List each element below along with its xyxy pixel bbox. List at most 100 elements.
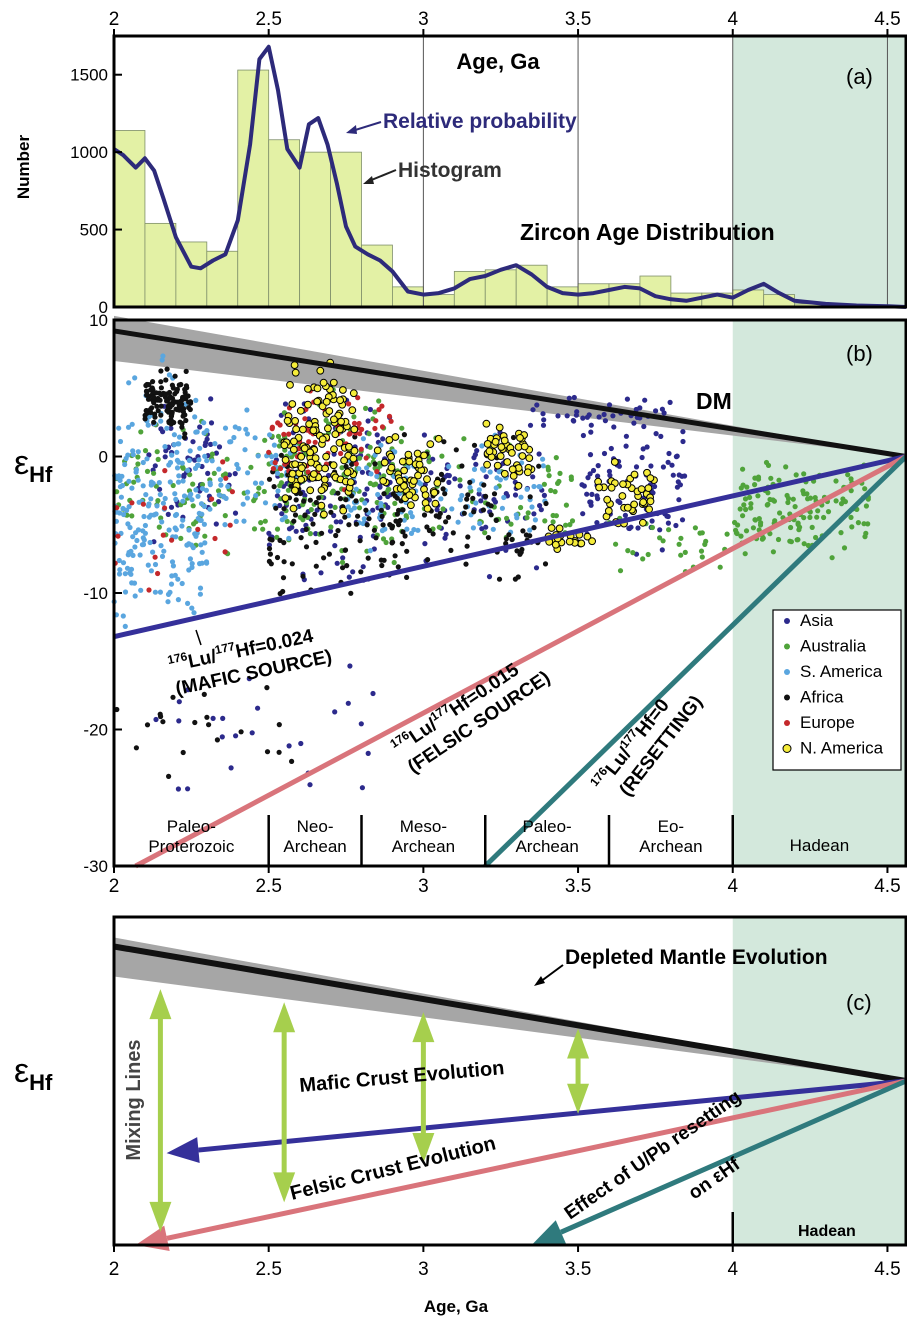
scatter-point-s_america xyxy=(188,542,194,548)
scatter-point-europe xyxy=(353,461,359,467)
ehf-subscript: Hf xyxy=(29,462,53,487)
scatter-point-asia xyxy=(168,504,175,510)
scatter-point-asia xyxy=(640,446,646,452)
scatter-point-africa xyxy=(536,463,542,469)
scatter-point-australia xyxy=(251,498,257,504)
scatter-point-africa xyxy=(440,486,446,492)
scatter-point-s_america xyxy=(135,477,141,483)
scatter-point-africa xyxy=(276,749,282,755)
mixing-arrow-head-down xyxy=(567,1083,590,1114)
scatter-point-asia xyxy=(220,715,226,722)
scatter-point-s_america xyxy=(187,448,193,454)
scatter-point-s_america xyxy=(165,591,172,598)
scatter-point-asia xyxy=(665,459,671,465)
scatter-point-s_america xyxy=(201,420,207,426)
scatter-point-n_america xyxy=(280,441,289,450)
scatter-point-australia xyxy=(740,482,746,488)
scatter-point-australia xyxy=(154,449,160,455)
scatter-point-n_america xyxy=(349,454,358,463)
scatter-point-n_america xyxy=(434,434,443,443)
scatter-point-s_america xyxy=(479,443,485,449)
scatter-point-asia xyxy=(185,786,191,792)
scatter-point-australia xyxy=(525,510,531,516)
scatter-point-asia xyxy=(286,526,293,532)
scatter-point-europe xyxy=(129,500,135,506)
scatter-point-asia xyxy=(492,499,498,505)
scatter-point-europe xyxy=(160,532,166,538)
scatter-point-s_america xyxy=(120,613,126,619)
scatter-point-s_america xyxy=(274,470,281,476)
scatter-point-africa xyxy=(509,536,515,543)
scatter-point-australia xyxy=(838,501,845,507)
scatter-point-s_america xyxy=(185,467,191,473)
panel-a-xtick-label: 3.5 xyxy=(565,9,591,30)
panel-c-xtick-label: 2.5 xyxy=(255,1259,281,1280)
scatter-point-africa xyxy=(178,404,184,410)
scatter-point-australia xyxy=(546,473,552,479)
scatter-point-australia xyxy=(813,534,819,541)
mixing-line-arrows xyxy=(149,989,734,1245)
scatter-point-australia xyxy=(178,535,184,542)
scatter-point-n_america xyxy=(337,417,346,426)
scatter-point-asia xyxy=(474,448,480,454)
scatter-point-africa xyxy=(164,408,170,414)
scatter-point-australia xyxy=(765,490,771,496)
scatter-point-africa xyxy=(372,461,378,467)
felsic-crust-label: Felsic Crust Evolution xyxy=(288,1132,498,1204)
scatter-point-africa xyxy=(527,533,533,539)
scatter-point-s_america xyxy=(262,500,269,506)
scatter-point-asia xyxy=(332,543,338,549)
scatter-point-asia xyxy=(190,439,196,445)
scatter-point-asia xyxy=(293,528,299,534)
histogram-pointer xyxy=(363,169,397,184)
scatter-point-asia xyxy=(476,491,482,497)
scatter-point-africa xyxy=(179,396,185,403)
scatter-point-asia xyxy=(146,452,152,458)
panel-a-ytick-label: 1500 xyxy=(70,66,108,85)
scatter-point-asia xyxy=(590,467,597,474)
scatter-point-asia xyxy=(210,715,216,722)
scatter-point-s_america xyxy=(119,473,125,479)
scatter-point-africa xyxy=(426,527,432,534)
scatter-point-s_america xyxy=(222,522,228,528)
scatter-point-australia xyxy=(385,487,391,493)
scatter-point-australia xyxy=(758,520,764,526)
scatter-point-australia xyxy=(666,527,672,533)
scatter-point-asia xyxy=(208,441,214,447)
scatter-point-s_america xyxy=(126,478,132,484)
scatter-point-australia xyxy=(740,466,746,472)
scatter-point-australia xyxy=(814,514,820,520)
scatter-point-australia xyxy=(328,524,334,530)
scatter-point-africa xyxy=(313,563,319,569)
scatter-point-n_america xyxy=(319,378,328,387)
scatter-point-australia xyxy=(399,425,405,431)
scatter-point-n_america xyxy=(373,446,382,455)
scatter-point-asia xyxy=(589,491,595,497)
mixing-arrow-head-up xyxy=(567,1028,590,1059)
scatter-point-s_america xyxy=(253,493,259,499)
scatter-point-asia xyxy=(204,436,210,442)
scatter-point-asia xyxy=(682,473,688,479)
scatter-point-s_america xyxy=(179,580,185,587)
scatter-point-europe xyxy=(374,468,380,475)
panel-a-title: Zircon Age Distribution xyxy=(520,219,775,245)
scatter-point-europe xyxy=(227,522,233,528)
mixing-arrow xyxy=(149,989,172,1232)
scatter-point-asia xyxy=(653,408,659,414)
scatter-point-s_america xyxy=(125,424,132,430)
scatter-point-asia xyxy=(633,464,640,470)
scatter-point-n_america xyxy=(630,500,638,509)
scatter-point-africa xyxy=(158,379,164,385)
scatter-point-asia xyxy=(622,512,629,519)
scatter-point-s_america xyxy=(174,465,181,471)
scatter-point-australia xyxy=(630,550,636,556)
scatter-point-australia xyxy=(329,490,335,496)
scatter-point-s_america xyxy=(233,518,239,525)
scatter-point-africa xyxy=(293,497,299,503)
scatter-point-s_america xyxy=(267,432,273,438)
scatter-point-asia xyxy=(192,457,198,463)
scatter-point-asia xyxy=(512,492,519,498)
scatter-point-australia xyxy=(550,519,556,525)
scatter-point-n_america xyxy=(350,425,359,434)
scatter-point-asia xyxy=(642,397,648,403)
